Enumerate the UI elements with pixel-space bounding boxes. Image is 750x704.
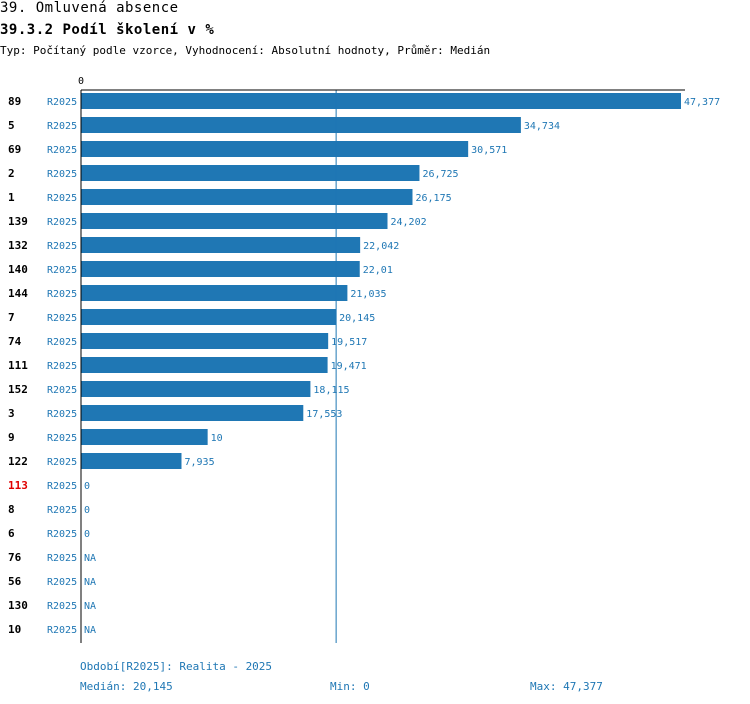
row-id-label: 89 — [8, 95, 21, 108]
bar-value-label: NA — [84, 577, 96, 588]
bar-value-label: 34,734 — [524, 121, 560, 132]
bar — [81, 285, 348, 301]
row-id-label: 130 — [8, 599, 28, 612]
bar-value-label: 26,725 — [422, 169, 458, 180]
row-id-label: 113 — [8, 479, 28, 492]
row-period-label: R2025 — [47, 625, 77, 636]
row-period-label: R2025 — [47, 361, 77, 372]
bar — [81, 381, 311, 397]
row-id-label: 2 — [8, 167, 15, 180]
bar-value-label: 0 — [84, 529, 90, 540]
row-id-label: 122 — [8, 455, 28, 468]
bar-value-label: 21,035 — [350, 289, 386, 300]
row-period-label: R2025 — [47, 265, 77, 276]
footer-max: Max: 47,377 — [530, 680, 603, 693]
row-period-label: R2025 — [47, 577, 77, 588]
bar-value-label: 30,571 — [471, 145, 507, 156]
bar-value-label: NA — [84, 601, 96, 612]
row-id-label: 139 — [8, 215, 28, 228]
row-period-label: R2025 — [47, 505, 77, 516]
row-period-label: R2025 — [47, 97, 77, 108]
bar-value-label: 17,553 — [306, 409, 342, 420]
row-period-label: R2025 — [47, 121, 77, 132]
row-period-label: R2025 — [47, 433, 77, 444]
row-period-label: R2025 — [47, 601, 77, 612]
row-id-label: 5 — [8, 119, 15, 132]
bar-value-label: 10 — [211, 433, 223, 444]
bar-value-label: 0 — [84, 505, 90, 516]
footer-period: Období[R2025]: Realita - 2025 — [80, 660, 273, 673]
bar-value-label: 26,175 — [415, 193, 451, 204]
chart-subtitle: 39.3.2 Podíl školení v % — [0, 22, 215, 38]
bar — [81, 405, 304, 421]
row-period-label: R2025 — [47, 241, 77, 252]
bar-value-label: 7,935 — [184, 457, 214, 468]
bar — [81, 165, 420, 181]
footer-median: Medián: 20,145 — [80, 680, 173, 693]
row-id-label: 56 — [8, 575, 22, 588]
row-id-label: 144 — [8, 287, 28, 300]
row-id-label: 132 — [8, 239, 28, 252]
bar-value-label: 0 — [84, 481, 90, 492]
bar — [81, 429, 208, 445]
row-period-label: R2025 — [47, 529, 77, 540]
row-period-label: R2025 — [47, 409, 77, 420]
row-id-label: 9 — [8, 431, 15, 444]
bar-value-label: NA — [84, 553, 96, 564]
row-id-label: 1 — [8, 191, 15, 204]
bar — [81, 93, 681, 109]
row-id-label: 76 — [8, 551, 22, 564]
row-id-label: 69 — [8, 143, 21, 156]
bar-value-label: 22,01 — [363, 265, 393, 276]
footer-min: Min: 0 — [330, 680, 370, 693]
row-period-label: R2025 — [47, 145, 77, 156]
bar-value-label: 19,517 — [331, 337, 367, 348]
row-period-label: R2025 — [47, 217, 77, 228]
row-period-label: R2025 — [47, 385, 77, 396]
bar — [81, 189, 413, 205]
bar-value-label: 19,471 — [331, 361, 367, 372]
row-period-label: R2025 — [47, 481, 77, 492]
bar — [81, 261, 360, 277]
row-id-label: 140 — [8, 263, 28, 276]
row-period-label: R2025 — [47, 313, 77, 324]
row-period-label: R2025 — [47, 289, 77, 300]
bar — [81, 213, 388, 229]
row-id-label: 7 — [8, 311, 15, 324]
bar — [81, 357, 328, 373]
row-id-label: 8 — [8, 503, 15, 516]
bar — [81, 237, 361, 253]
row-id-label: 74 — [8, 335, 22, 348]
row-id-label: 10 — [8, 623, 21, 636]
bar-value-label: 20,145 — [339, 313, 375, 324]
chart-title: 39. Omluvená absence — [0, 0, 179, 16]
bar — [81, 117, 521, 133]
bar-value-label: 18,115 — [313, 385, 349, 396]
row-period-label: R2025 — [47, 553, 77, 564]
axis-zero-label: 0 — [78, 76, 84, 87]
row-id-label: 111 — [8, 359, 28, 372]
row-id-label: 152 — [8, 383, 28, 396]
bar-value-label: 47,377 — [684, 97, 720, 108]
row-period-label: R2025 — [47, 193, 77, 204]
bar-value-label: 24,202 — [391, 217, 427, 228]
bar — [81, 309, 337, 325]
row-id-label: 3 — [8, 407, 15, 420]
row-period-label: R2025 — [47, 457, 77, 468]
bar — [81, 141, 469, 157]
bar-value-label: NA — [84, 625, 96, 636]
bar-value-label: 22,042 — [363, 241, 399, 252]
row-period-label: R2025 — [47, 337, 77, 348]
chart-meta: Typ: Počítaný podle vzorce, Vyhodnocení:… — [0, 44, 491, 57]
row-period-label: R2025 — [47, 169, 77, 180]
bar — [81, 453, 182, 469]
row-id-label: 6 — [8, 527, 15, 540]
bar — [81, 333, 329, 349]
